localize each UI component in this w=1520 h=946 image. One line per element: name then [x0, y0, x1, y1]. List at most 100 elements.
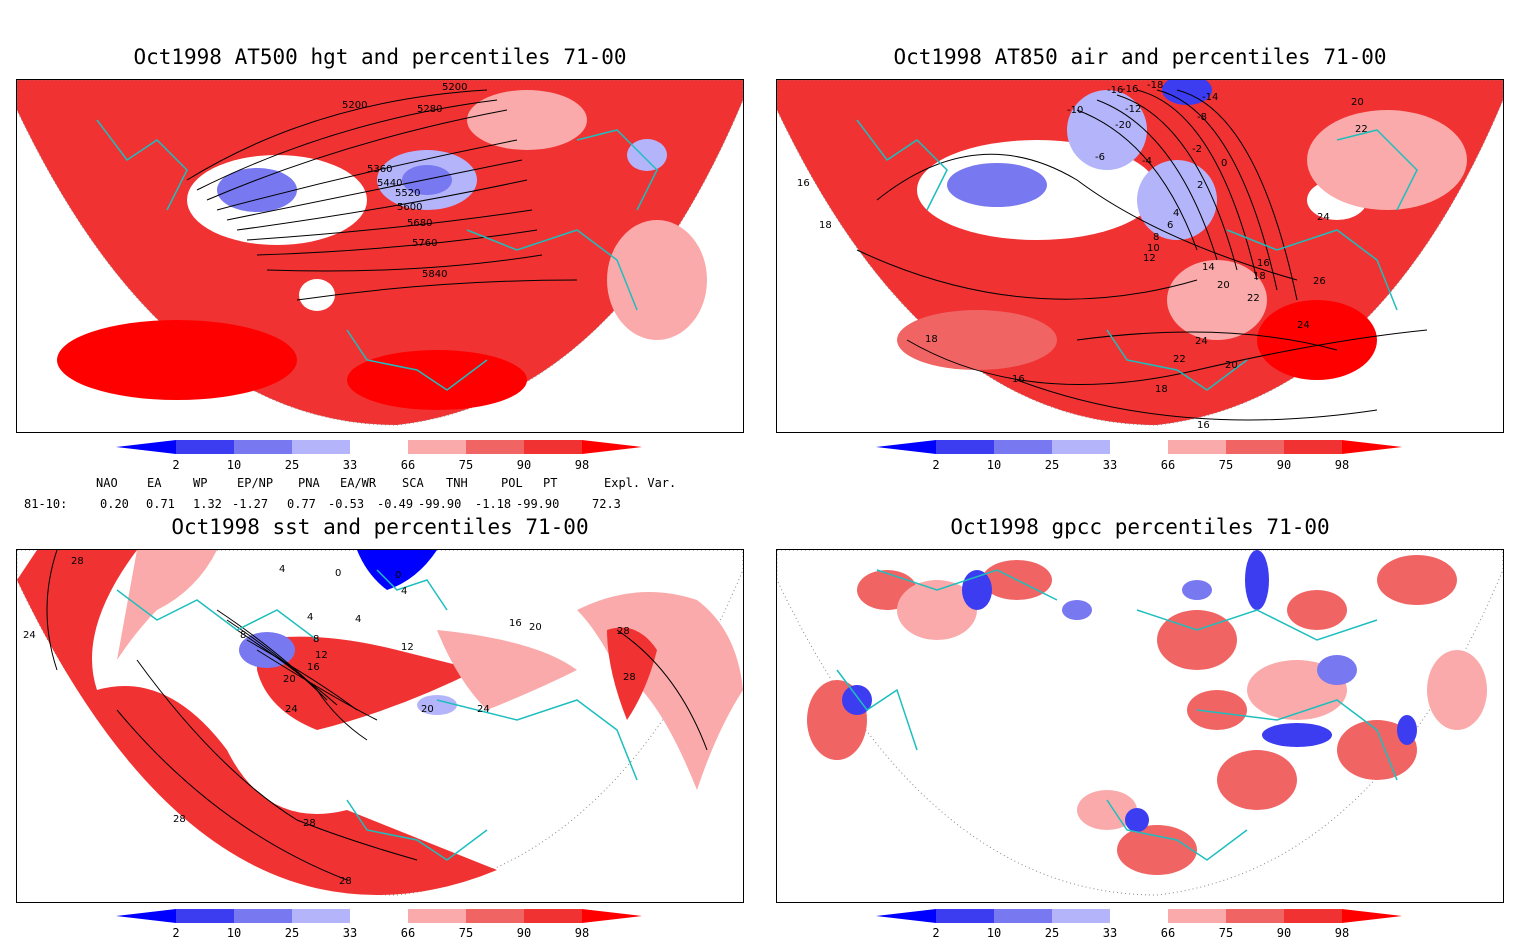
svg-text:33: 33	[1103, 926, 1117, 940]
index-header: PNA	[298, 476, 320, 490]
map-gpcc	[776, 549, 1504, 903]
index-header: Expl. Var.	[604, 476, 677, 490]
svg-text:90: 90	[1277, 926, 1291, 940]
svg-text:4: 4	[401, 586, 407, 597]
svg-text:24: 24	[1317, 212, 1330, 223]
svg-text:5760: 5760	[412, 238, 437, 249]
svg-text:66: 66	[401, 926, 415, 940]
svg-text:5840: 5840	[422, 269, 447, 280]
svg-text:4: 4	[307, 612, 313, 623]
svg-text:18: 18	[819, 220, 832, 231]
svg-text:-12: -12	[1125, 104, 1141, 115]
svg-text:0: 0	[1221, 158, 1227, 169]
index-header: EA/WR	[340, 476, 377, 490]
svg-text:25: 25	[285, 458, 299, 472]
svg-text:8: 8	[240, 630, 246, 641]
svg-text:-2: -2	[1192, 144, 1202, 155]
svg-text:10: 10	[987, 926, 1001, 940]
svg-text:4: 4	[1173, 208, 1179, 219]
svg-text:18: 18	[1253, 271, 1266, 282]
index-header: POL	[501, 476, 523, 490]
svg-text:-8: -8	[1197, 112, 1207, 123]
svg-text:24: 24	[477, 704, 490, 715]
svg-text:75: 75	[459, 926, 473, 940]
svg-text:90: 90	[517, 458, 531, 472]
svg-text:12: 12	[315, 650, 328, 661]
svg-text:4: 4	[279, 564, 285, 575]
index-header: SCA	[402, 476, 424, 490]
svg-text:28: 28	[71, 556, 84, 567]
index-value: -1.18	[475, 497, 512, 511]
svg-text:5200: 5200	[442, 82, 467, 93]
colorbar-sst: 2 10 25 33 66 75 90 98	[116, 906, 656, 946]
map-hgt500: 5200 5280 5200 5360 5440 5520 5600 5680 …	[16, 79, 744, 433]
index-value: 0.20	[100, 497, 129, 511]
svg-text:2: 2	[932, 926, 939, 940]
svg-text:4: 4	[355, 614, 361, 625]
svg-text:90: 90	[517, 926, 531, 940]
svg-text:24: 24	[1297, 320, 1310, 331]
svg-text:24: 24	[285, 704, 298, 715]
svg-text:-14: -14	[1202, 92, 1218, 103]
map-hemisphere-outline	[17, 550, 743, 896]
svg-text:14: 14	[1202, 262, 1215, 273]
svg-text:75: 75	[1219, 458, 1233, 472]
svg-text:66: 66	[1161, 458, 1175, 472]
svg-text:75: 75	[459, 458, 473, 472]
svg-text:26: 26	[1313, 276, 1326, 287]
index-value: 72.3	[592, 497, 621, 511]
svg-text:-10: -10	[1067, 105, 1083, 116]
svg-text:98: 98	[1335, 458, 1349, 472]
index-value: -99.90	[418, 497, 462, 511]
svg-text:6: 6	[1167, 220, 1173, 231]
svg-text:98: 98	[575, 458, 589, 472]
svg-text:-6: -6	[1095, 152, 1105, 163]
svg-text:5680: 5680	[407, 218, 432, 229]
svg-text:8: 8	[313, 634, 319, 645]
svg-text:10: 10	[1147, 243, 1160, 254]
svg-text:10: 10	[227, 458, 241, 472]
svg-text:-20: -20	[1115, 120, 1131, 131]
svg-text:-16: -16	[1107, 85, 1123, 96]
svg-text:0: 0	[335, 568, 341, 579]
svg-text:5520: 5520	[395, 188, 420, 199]
svg-text:90: 90	[1277, 458, 1291, 472]
svg-text:98: 98	[575, 926, 589, 940]
svg-text:12: 12	[1143, 253, 1156, 264]
svg-text:20: 20	[283, 674, 296, 685]
index-header: PT	[543, 476, 558, 490]
svg-text:25: 25	[1045, 458, 1059, 472]
colorbar-gpcc: 2 10 25 33 66 75 90 98	[876, 906, 1416, 946]
svg-text:20: 20	[1225, 360, 1238, 371]
svg-text:28: 28	[303, 818, 316, 829]
svg-text:28: 28	[617, 626, 630, 637]
svg-text:5200: 5200	[342, 100, 367, 111]
svg-text:28: 28	[623, 672, 636, 683]
svg-text:22: 22	[1247, 293, 1260, 304]
svg-text:33: 33	[343, 926, 357, 940]
svg-text:22: 22	[1355, 124, 1368, 135]
svg-text:20: 20	[421, 704, 434, 715]
svg-text:-18: -18	[1147, 80, 1163, 91]
svg-text:24: 24	[23, 630, 36, 641]
svg-text:66: 66	[401, 458, 415, 472]
svg-text:18: 18	[925, 334, 938, 345]
map-air850: -16 -18 -14 -10 -16 -12 -20 -8 -6 -4 -2 …	[776, 79, 1504, 433]
svg-text:33: 33	[343, 458, 357, 472]
svg-text:16: 16	[509, 618, 522, 629]
index-header: EA	[147, 476, 162, 490]
svg-text:2: 2	[172, 926, 179, 940]
svg-text:98: 98	[1335, 926, 1349, 940]
index-header: EP/NP	[237, 476, 274, 490]
svg-text:16: 16	[1197, 420, 1210, 431]
svg-text:75: 75	[1219, 926, 1233, 940]
svg-text:5360: 5360	[367, 164, 392, 175]
svg-text:22: 22	[1173, 354, 1186, 365]
svg-text:33: 33	[1103, 458, 1117, 472]
index-header: NAO	[96, 476, 118, 490]
svg-text:16: 16	[797, 178, 810, 189]
index-value: 1.32	[193, 497, 222, 511]
svg-text:25: 25	[285, 926, 299, 940]
panel-title-hgt500: Oct1998 AT500 hgt and percentiles 71-00	[133, 45, 627, 69]
index-header: TNH	[446, 476, 468, 490]
